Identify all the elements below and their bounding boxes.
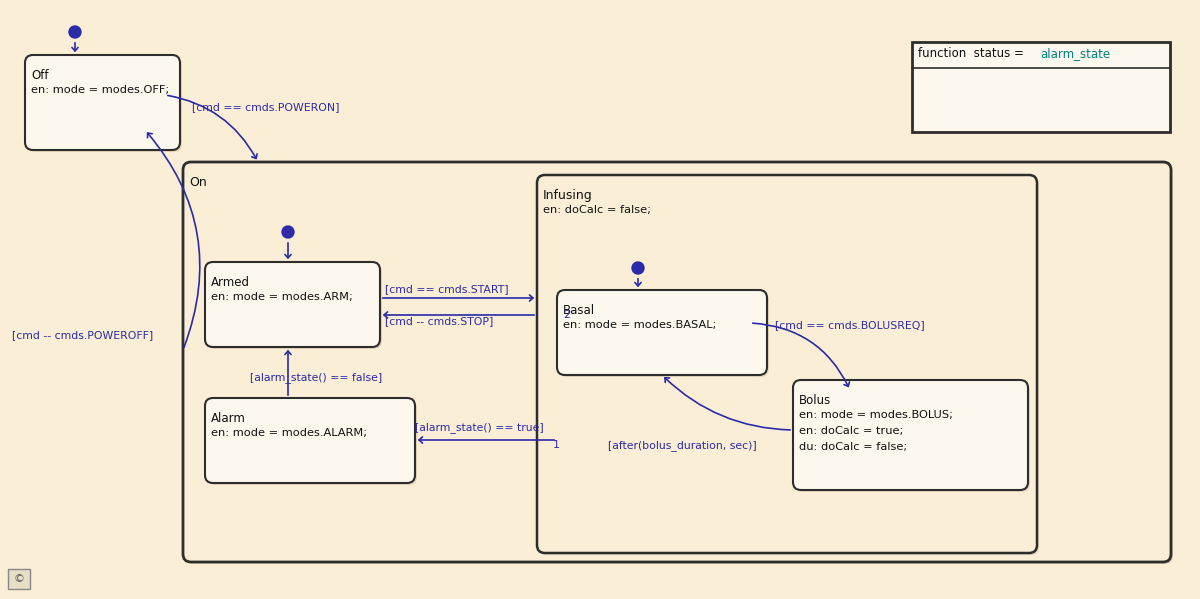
Text: en: mode = modes.ARM;: en: mode = modes.ARM; <box>211 292 353 302</box>
Circle shape <box>632 262 644 274</box>
Text: du: doCalc = false;: du: doCalc = false; <box>799 442 907 452</box>
FancyBboxPatch shape <box>208 264 382 349</box>
Text: function  status =: function status = <box>918 47 1027 60</box>
FancyBboxPatch shape <box>539 177 1039 555</box>
Text: en: mode = modes.BASAL;: en: mode = modes.BASAL; <box>563 320 716 330</box>
Text: alarm_state: alarm_state <box>1040 47 1110 60</box>
Text: [cmd -- cmds.STOP]: [cmd -- cmds.STOP] <box>385 316 493 326</box>
Text: en: doCalc = false;: en: doCalc = false; <box>542 205 650 215</box>
FancyBboxPatch shape <box>793 380 1028 490</box>
Text: On: On <box>190 176 206 189</box>
FancyBboxPatch shape <box>208 400 418 485</box>
Text: [cmd == cmds.START]: [cmd == cmds.START] <box>385 284 509 294</box>
FancyBboxPatch shape <box>557 290 767 375</box>
Text: Off: Off <box>31 69 48 82</box>
Circle shape <box>70 26 82 38</box>
Text: en: mode = modes.OFF;: en: mode = modes.OFF; <box>31 85 169 95</box>
Text: Alarm: Alarm <box>211 412 246 425</box>
Text: en: doCalc = true;: en: doCalc = true; <box>799 426 904 436</box>
Text: en: mode = modes.BOLUS;: en: mode = modes.BOLUS; <box>799 410 953 420</box>
FancyBboxPatch shape <box>559 292 769 377</box>
Text: [cmd == cmds.POWERON]: [cmd == cmds.POWERON] <box>192 102 340 112</box>
FancyBboxPatch shape <box>28 57 182 152</box>
Text: [cmd -- cmds.POWEROFF]: [cmd -- cmds.POWEROFF] <box>12 330 154 340</box>
Text: ©: © <box>13 574 24 584</box>
FancyBboxPatch shape <box>538 175 1037 553</box>
Circle shape <box>282 226 294 238</box>
Text: 1: 1 <box>553 440 560 450</box>
FancyBboxPatch shape <box>182 162 1171 562</box>
FancyBboxPatch shape <box>796 382 1030 492</box>
Text: Armed: Armed <box>211 276 250 289</box>
Text: [cmd == cmds.BOLUSREQ]: [cmd == cmds.BOLUSREQ] <box>775 320 925 330</box>
Text: [alarm_state() == false]: [alarm_state() == false] <box>250 372 383 383</box>
Text: Bolus: Bolus <box>799 394 832 407</box>
FancyBboxPatch shape <box>25 55 180 150</box>
FancyBboxPatch shape <box>8 569 30 589</box>
Text: 2: 2 <box>563 310 570 320</box>
Text: [after(bolus_duration, sec)]: [after(bolus_duration, sec)] <box>608 440 757 451</box>
Text: Infusing: Infusing <box>542 189 593 202</box>
FancyBboxPatch shape <box>912 42 1170 132</box>
Text: en: mode = modes.ALARM;: en: mode = modes.ALARM; <box>211 428 367 438</box>
Text: [alarm_state() == true]: [alarm_state() == true] <box>415 422 544 433</box>
FancyBboxPatch shape <box>205 398 415 483</box>
FancyBboxPatch shape <box>185 164 1174 564</box>
FancyBboxPatch shape <box>205 262 380 347</box>
Text: Basal: Basal <box>563 304 595 317</box>
